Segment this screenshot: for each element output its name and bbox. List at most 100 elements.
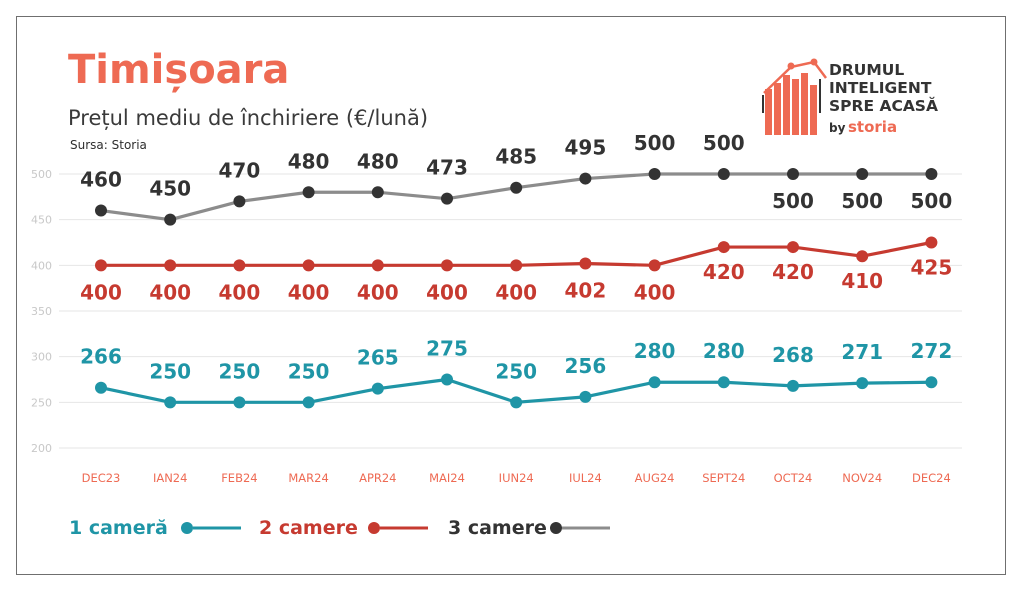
data-label: 272 [911,339,953,363]
data-point [787,379,799,392]
data-point [856,250,869,263]
data-point [441,192,453,205]
data-label: 495 [565,136,607,160]
x-tick-label: MAI24 [429,471,465,485]
data-point [717,376,730,389]
data-point [371,259,384,272]
data-label: 402 [565,279,607,303]
data-point [510,181,523,194]
data-label: 280 [634,339,676,363]
x-tick-label: OCT24 [774,471,813,485]
data-point [648,376,661,389]
data-point [925,376,938,389]
data-label: 425 [911,256,953,280]
data-point [233,396,246,409]
data-label: 500 [841,189,883,213]
data-point [302,186,315,199]
y-tick-label: 250 [31,396,52,409]
data-label: 265 [357,346,399,370]
data-label: 400 [288,280,330,304]
data-point [95,204,107,217]
data-point [164,213,177,226]
data-point [441,373,453,386]
x-tick-label: DEC24 [912,471,951,485]
data-label: 500 [634,131,676,155]
data-label: 400 [634,280,676,304]
legend-label: 2 camere [259,517,358,539]
data-label: 420 [703,260,745,284]
data-point [371,382,384,395]
data-label: 400 [495,280,537,304]
data-label: 480 [288,149,330,173]
data-label: 420 [772,260,814,284]
logo-brand: storia [848,118,897,136]
data-point [856,168,869,180]
y-tick-label: 500 [31,168,52,181]
data-point [925,236,938,249]
data-point [441,259,453,272]
data-label: 500 [703,131,745,155]
data-point [164,259,177,272]
storia-logo: DRUMUL INTELIGENT SPRE ACASĂ by storia [762,58,938,136]
data-point [302,396,315,409]
logo-line-1: DRUMUL [829,61,904,79]
data-point [510,396,523,409]
data-label: 410 [841,269,883,293]
chart-subtitle: Prețul mediu de închiriere (€/lună) [68,106,428,130]
data-point [233,195,246,208]
data-point [717,241,730,254]
data-point [371,186,384,199]
chart-title: Timișoara [68,47,289,93]
data-label: 250 [149,359,191,383]
x-tick-label: IUL24 [569,471,602,485]
data-point [164,396,177,409]
logo-line-3: SPRE ACASĂ [829,96,938,115]
chart-card: Timișoara Prețul mediu de închiriere (€/… [16,16,1006,575]
data-label: 268 [772,343,814,367]
x-tick-label: AUG24 [635,471,675,485]
x-tick-label: FEB24 [221,471,257,485]
x-tick-label: DEC23 [82,471,121,485]
data-label: 400 [149,280,191,304]
data-label: 500 [772,189,814,213]
data-point [787,168,799,180]
data-label: 480 [357,149,399,173]
data-point [95,381,107,394]
legend-label: 3 camere [448,517,547,539]
data-label: 450 [149,177,191,201]
line-chart: Timișoara Prețul mediu de închiriere (€/… [31,47,962,539]
data-label: 275 [426,337,468,361]
data-point [579,257,592,270]
y-tick-label: 200 [31,442,52,455]
data-point [95,259,107,272]
source-note: Sursa: Storia [70,138,147,152]
data-label: 250 [288,359,330,383]
data-point [233,259,246,272]
y-tick-label: 400 [31,259,52,272]
data-point [579,172,592,185]
x-tick-label: SEPT24 [702,471,745,485]
data-label: 256 [565,354,607,378]
data-point [856,377,869,390]
legend-marker [550,522,562,534]
data-point [925,168,938,180]
y-tick-label: 350 [31,305,52,318]
data-label: 470 [219,158,261,182]
data-label: 400 [219,280,261,304]
data-point [648,259,661,272]
y-tick-label: 300 [31,351,52,364]
data-point [579,390,592,403]
data-label: 460 [80,168,122,192]
logo-line-2: INTELIGENT [829,79,932,97]
data-point [510,259,523,272]
x-tick-label: MAR24 [288,471,328,485]
data-label: 400 [426,280,468,304]
data-label: 250 [219,359,261,383]
x-tick-label: IUN24 [499,471,534,485]
logo-by: by [829,121,846,135]
legend-marker [181,522,193,534]
data-label: 400 [357,280,399,304]
data-label: 485 [495,145,537,169]
data-point [717,168,730,180]
legend-marker [368,522,380,534]
